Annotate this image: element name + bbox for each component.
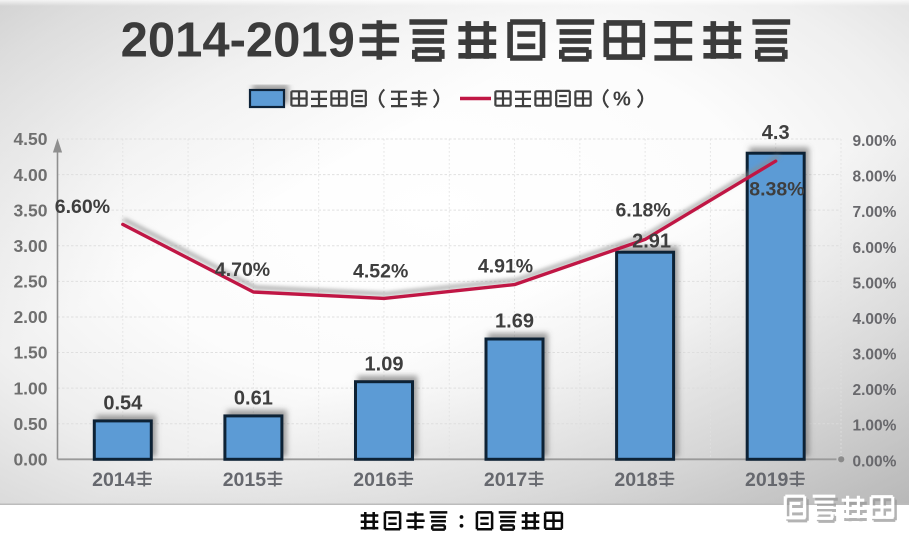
svg-text:%: % xyxy=(613,89,631,111)
svg-text:6.18%: 6.18% xyxy=(615,200,670,222)
svg-text:1.69: 1.69 xyxy=(495,311,534,333)
svg-text:8.38%: 8.38% xyxy=(749,179,804,201)
svg-text:2017: 2017 xyxy=(484,469,527,491)
svg-text:1.50: 1.50 xyxy=(13,343,47,363)
svg-text:3.00: 3.00 xyxy=(13,236,47,256)
svg-text:4.00%: 4.00% xyxy=(853,311,897,328)
svg-text:2.00: 2.00 xyxy=(13,307,47,327)
svg-text:6.60%: 6.60% xyxy=(55,196,110,218)
svg-text:2018: 2018 xyxy=(614,469,658,491)
svg-text:1.00%: 1.00% xyxy=(853,418,897,435)
svg-text:3.00%: 3.00% xyxy=(853,347,897,364)
svg-text:0.00%: 0.00% xyxy=(853,453,897,470)
svg-text:4.3: 4.3 xyxy=(762,122,790,144)
svg-text:0.50: 0.50 xyxy=(13,414,47,434)
svg-text:0.54: 0.54 xyxy=(103,393,143,415)
svg-text:1.09: 1.09 xyxy=(365,353,404,375)
svg-text:2019: 2019 xyxy=(745,469,789,491)
svg-text:2.91: 2.91 xyxy=(632,230,671,252)
svg-text:4.70%: 4.70% xyxy=(215,259,270,281)
svg-text:4.50: 4.50 xyxy=(13,129,47,149)
svg-text:0.61: 0.61 xyxy=(234,388,273,410)
svg-text:2015: 2015 xyxy=(223,469,267,491)
svg-text:8.00%: 8.00% xyxy=(853,169,897,186)
svg-text:4.52%: 4.52% xyxy=(353,261,408,283)
svg-text:2016: 2016 xyxy=(353,469,397,491)
svg-text:2014: 2014 xyxy=(92,469,136,491)
svg-text:4.91%: 4.91% xyxy=(478,256,533,278)
svg-text:2.50: 2.50 xyxy=(13,272,47,292)
svg-text:0.00: 0.00 xyxy=(13,450,47,470)
svg-text:7.00%: 7.00% xyxy=(853,204,897,221)
svg-text:2.00%: 2.00% xyxy=(853,382,897,399)
svg-text:5.00%: 5.00% xyxy=(853,275,897,292)
svg-text:1.00: 1.00 xyxy=(13,378,47,398)
svg-text:4.00: 4.00 xyxy=(13,165,47,185)
svg-text:3.50: 3.50 xyxy=(13,200,47,220)
svg-text:2014-2019: 2014-2019 xyxy=(121,14,355,68)
svg-text:9.00%: 9.00% xyxy=(853,133,897,150)
svg-text:6.00%: 6.00% xyxy=(853,240,897,257)
